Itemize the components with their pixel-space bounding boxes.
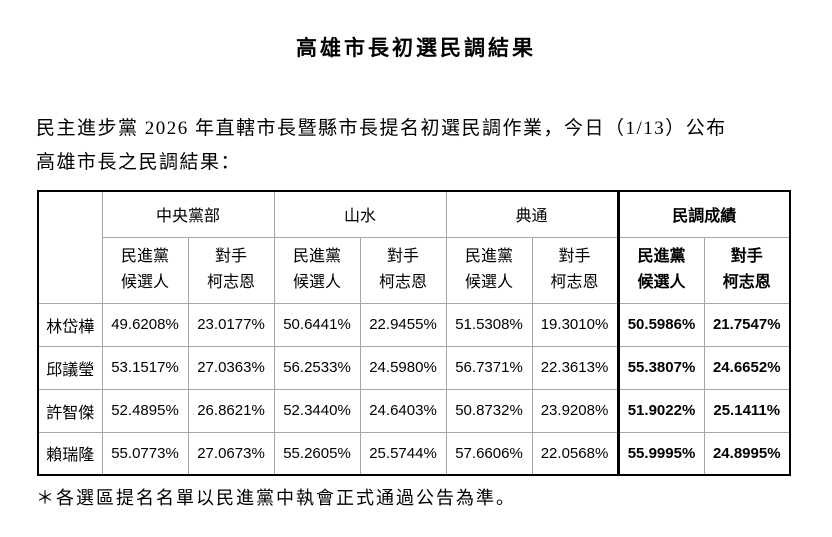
poll-value-cell: 27.0363% bbox=[187, 345, 275, 390]
intro-paragraph: 民主進步黨 2026 年直轄市長暨縣市長提名初選民調作業，今日（1/13）公布 … bbox=[36, 112, 802, 180]
poll-results-table: 中央黨部 山水 典通 民調成績 民進黨 候選人 對手 柯志恩 民進黨 候選人 對… bbox=[37, 190, 791, 476]
poll-value-cell: 53.1517% bbox=[101, 345, 189, 390]
poll-result-cell: 55.9995% bbox=[616, 431, 705, 476]
poll-result-cell: 24.6652% bbox=[703, 345, 791, 390]
poll-value-cell: 50.6441% bbox=[273, 302, 361, 347]
group-header-dianton: 典通 bbox=[445, 190, 619, 238]
group-header-shanshui: 山水 bbox=[273, 190, 447, 238]
poll-result-cell: 55.3807% bbox=[616, 345, 705, 390]
poll-result-cell: 25.1411% bbox=[703, 388, 791, 433]
table-row: 賴瑞隆 55.0773% 27.0673% 55.2605% 25.5744% … bbox=[37, 431, 791, 476]
page-title: 高雄市長初選民調結果 bbox=[296, 36, 536, 60]
poll-value-cell: 56.7371% bbox=[445, 345, 533, 390]
poll-result-cell: 50.5986% bbox=[616, 302, 705, 347]
group-header-central-party: 中央黨部 bbox=[101, 190, 275, 238]
poll-value-cell: 52.3440% bbox=[273, 388, 361, 433]
intro-line-2: 高雄市長之民調結果： bbox=[36, 152, 242, 173]
table-row: 邱議瑩 53.1517% 27.0363% 56.2533% 24.5980% … bbox=[37, 345, 791, 390]
poll-result-cell: 51.9022% bbox=[616, 388, 705, 433]
poll-value-cell: 24.5980% bbox=[359, 345, 447, 390]
poll-value-cell: 25.5744% bbox=[359, 431, 447, 476]
poll-value-cell: 23.0177% bbox=[187, 302, 275, 347]
intro-line-1: 民主進步黨 2026 年直轄市長暨縣市長提名初選民調作業，今日（1/13）公布 bbox=[36, 118, 727, 139]
sub-header-dpp-candidate: 民進黨 候選人 bbox=[273, 236, 361, 304]
poll-value-cell: 50.8732% bbox=[445, 388, 533, 433]
corner-blank-cell bbox=[37, 190, 103, 304]
table-row: 許智傑 52.4895% 26.8621% 52.3440% 24.6403% … bbox=[37, 388, 791, 433]
sub-header-dpp-candidate: 民進黨 候選人 bbox=[445, 236, 533, 304]
sub-header-dpp-candidate: 民進黨 候選人 bbox=[616, 236, 705, 304]
sub-header-opponent: 對手 柯志恩 bbox=[359, 236, 447, 304]
poll-value-cell: 56.2533% bbox=[273, 345, 361, 390]
poll-value-cell: 51.5308% bbox=[445, 302, 533, 347]
poll-value-cell: 19.3010% bbox=[531, 302, 619, 347]
poll-value-cell: 55.2605% bbox=[273, 431, 361, 476]
candidate-name-cell: 邱議瑩 bbox=[37, 345, 103, 390]
sub-header-opponent: 對手 柯志恩 bbox=[187, 236, 275, 304]
poll-result-cell: 24.8995% bbox=[703, 431, 791, 476]
poll-value-cell: 49.6208% bbox=[101, 302, 189, 347]
candidate-name-cell: 賴瑞隆 bbox=[37, 431, 103, 476]
poll-value-cell: 57.6606% bbox=[445, 431, 533, 476]
footnote: ＊各選區提名名單以民進黨中執會正式通過公告為準。 bbox=[36, 488, 516, 508]
poll-value-cell: 52.4895% bbox=[101, 388, 189, 433]
poll-value-cell: 27.0673% bbox=[187, 431, 275, 476]
sub-header-opponent: 對手 柯志恩 bbox=[531, 236, 619, 304]
poll-value-cell: 22.0568% bbox=[531, 431, 619, 476]
poll-value-cell: 55.0773% bbox=[101, 431, 189, 476]
poll-value-cell: 22.3613% bbox=[531, 345, 619, 390]
sub-header-dpp-candidate: 民進黨 候選人 bbox=[101, 236, 189, 304]
poll-value-cell: 22.9455% bbox=[359, 302, 447, 347]
candidate-name-cell: 林岱樺 bbox=[37, 302, 103, 347]
group-header-poll-result: 民調成績 bbox=[616, 190, 791, 238]
sub-header-opponent: 對手 柯志恩 bbox=[703, 236, 791, 304]
poll-result-cell: 21.7547% bbox=[703, 302, 791, 347]
poll-value-cell: 23.9208% bbox=[531, 388, 619, 433]
poll-value-cell: 24.6403% bbox=[359, 388, 447, 433]
candidate-name-cell: 許智傑 bbox=[37, 388, 103, 433]
table-row: 林岱樺 49.6208% 23.0177% 50.6441% 22.9455% … bbox=[37, 302, 791, 347]
poll-value-cell: 26.8621% bbox=[187, 388, 275, 433]
